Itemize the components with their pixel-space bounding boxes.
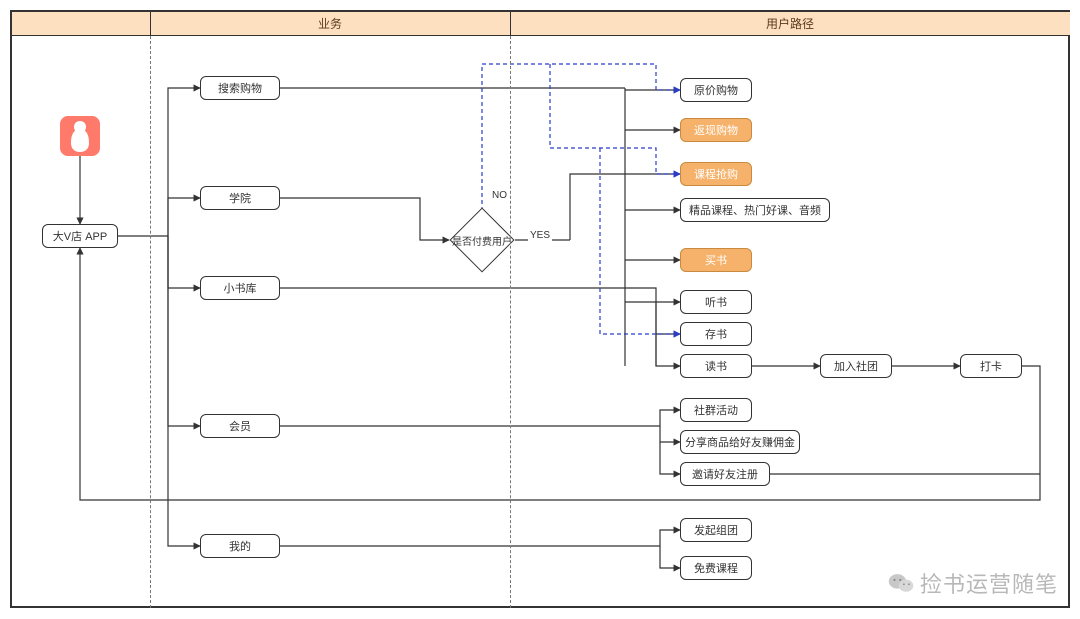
watermark: 捡书运营随笔 xyxy=(888,567,1058,599)
edge-label: YES xyxy=(528,230,552,241)
watermark-text: 捡书运营随笔 xyxy=(920,567,1058,599)
node-academy: 学院 xyxy=(200,186,280,210)
node-share_comm: 分享商品给好友赚佣金 xyxy=(680,430,800,454)
node-invite: 邀请好友注册 xyxy=(680,462,770,486)
node-join_club: 加入社团 xyxy=(820,354,892,378)
edge-label: NO xyxy=(490,190,509,201)
node-free_course: 免费课程 xyxy=(680,556,752,580)
node-group_buy: 发起组团 xyxy=(680,518,752,542)
node-member: 会员 xyxy=(200,414,280,438)
node-listen_book: 听书 xyxy=(680,290,752,314)
swimlane-divider xyxy=(150,36,151,608)
node-save_book: 存书 xyxy=(680,322,752,346)
wechat-icon xyxy=(888,570,914,596)
node-mine: 我的 xyxy=(200,534,280,558)
node-library: 小书库 xyxy=(200,276,280,300)
node-orig_price: 原价购物 xyxy=(680,78,752,102)
app-icon xyxy=(60,116,100,156)
swimlane-header xyxy=(12,12,150,36)
node-buy_book: 买书 xyxy=(680,248,752,272)
swimlane-header: 业务 xyxy=(150,12,510,36)
node-read_book: 读书 xyxy=(680,354,752,378)
outer-border xyxy=(10,10,1070,608)
diagram-canvas: 业务用户路径 大V店 APP搜索购物学院小书库会员我的是否付费用户NOYES原价… xyxy=(0,0,1080,619)
node-search: 搜索购物 xyxy=(200,76,280,100)
node-checkin: 打卡 xyxy=(960,354,1022,378)
node-premium: 精品课程、热门好课、音频 xyxy=(680,198,830,222)
node-app: 大V店 APP xyxy=(42,224,118,248)
swimlane-divider xyxy=(510,36,511,608)
node-cashback: 返现购物 xyxy=(680,118,752,142)
node-community: 社群活动 xyxy=(680,398,752,422)
node-course_flash: 课程抢购 xyxy=(680,162,752,186)
swimlane-header: 用户路径 xyxy=(510,12,1070,36)
